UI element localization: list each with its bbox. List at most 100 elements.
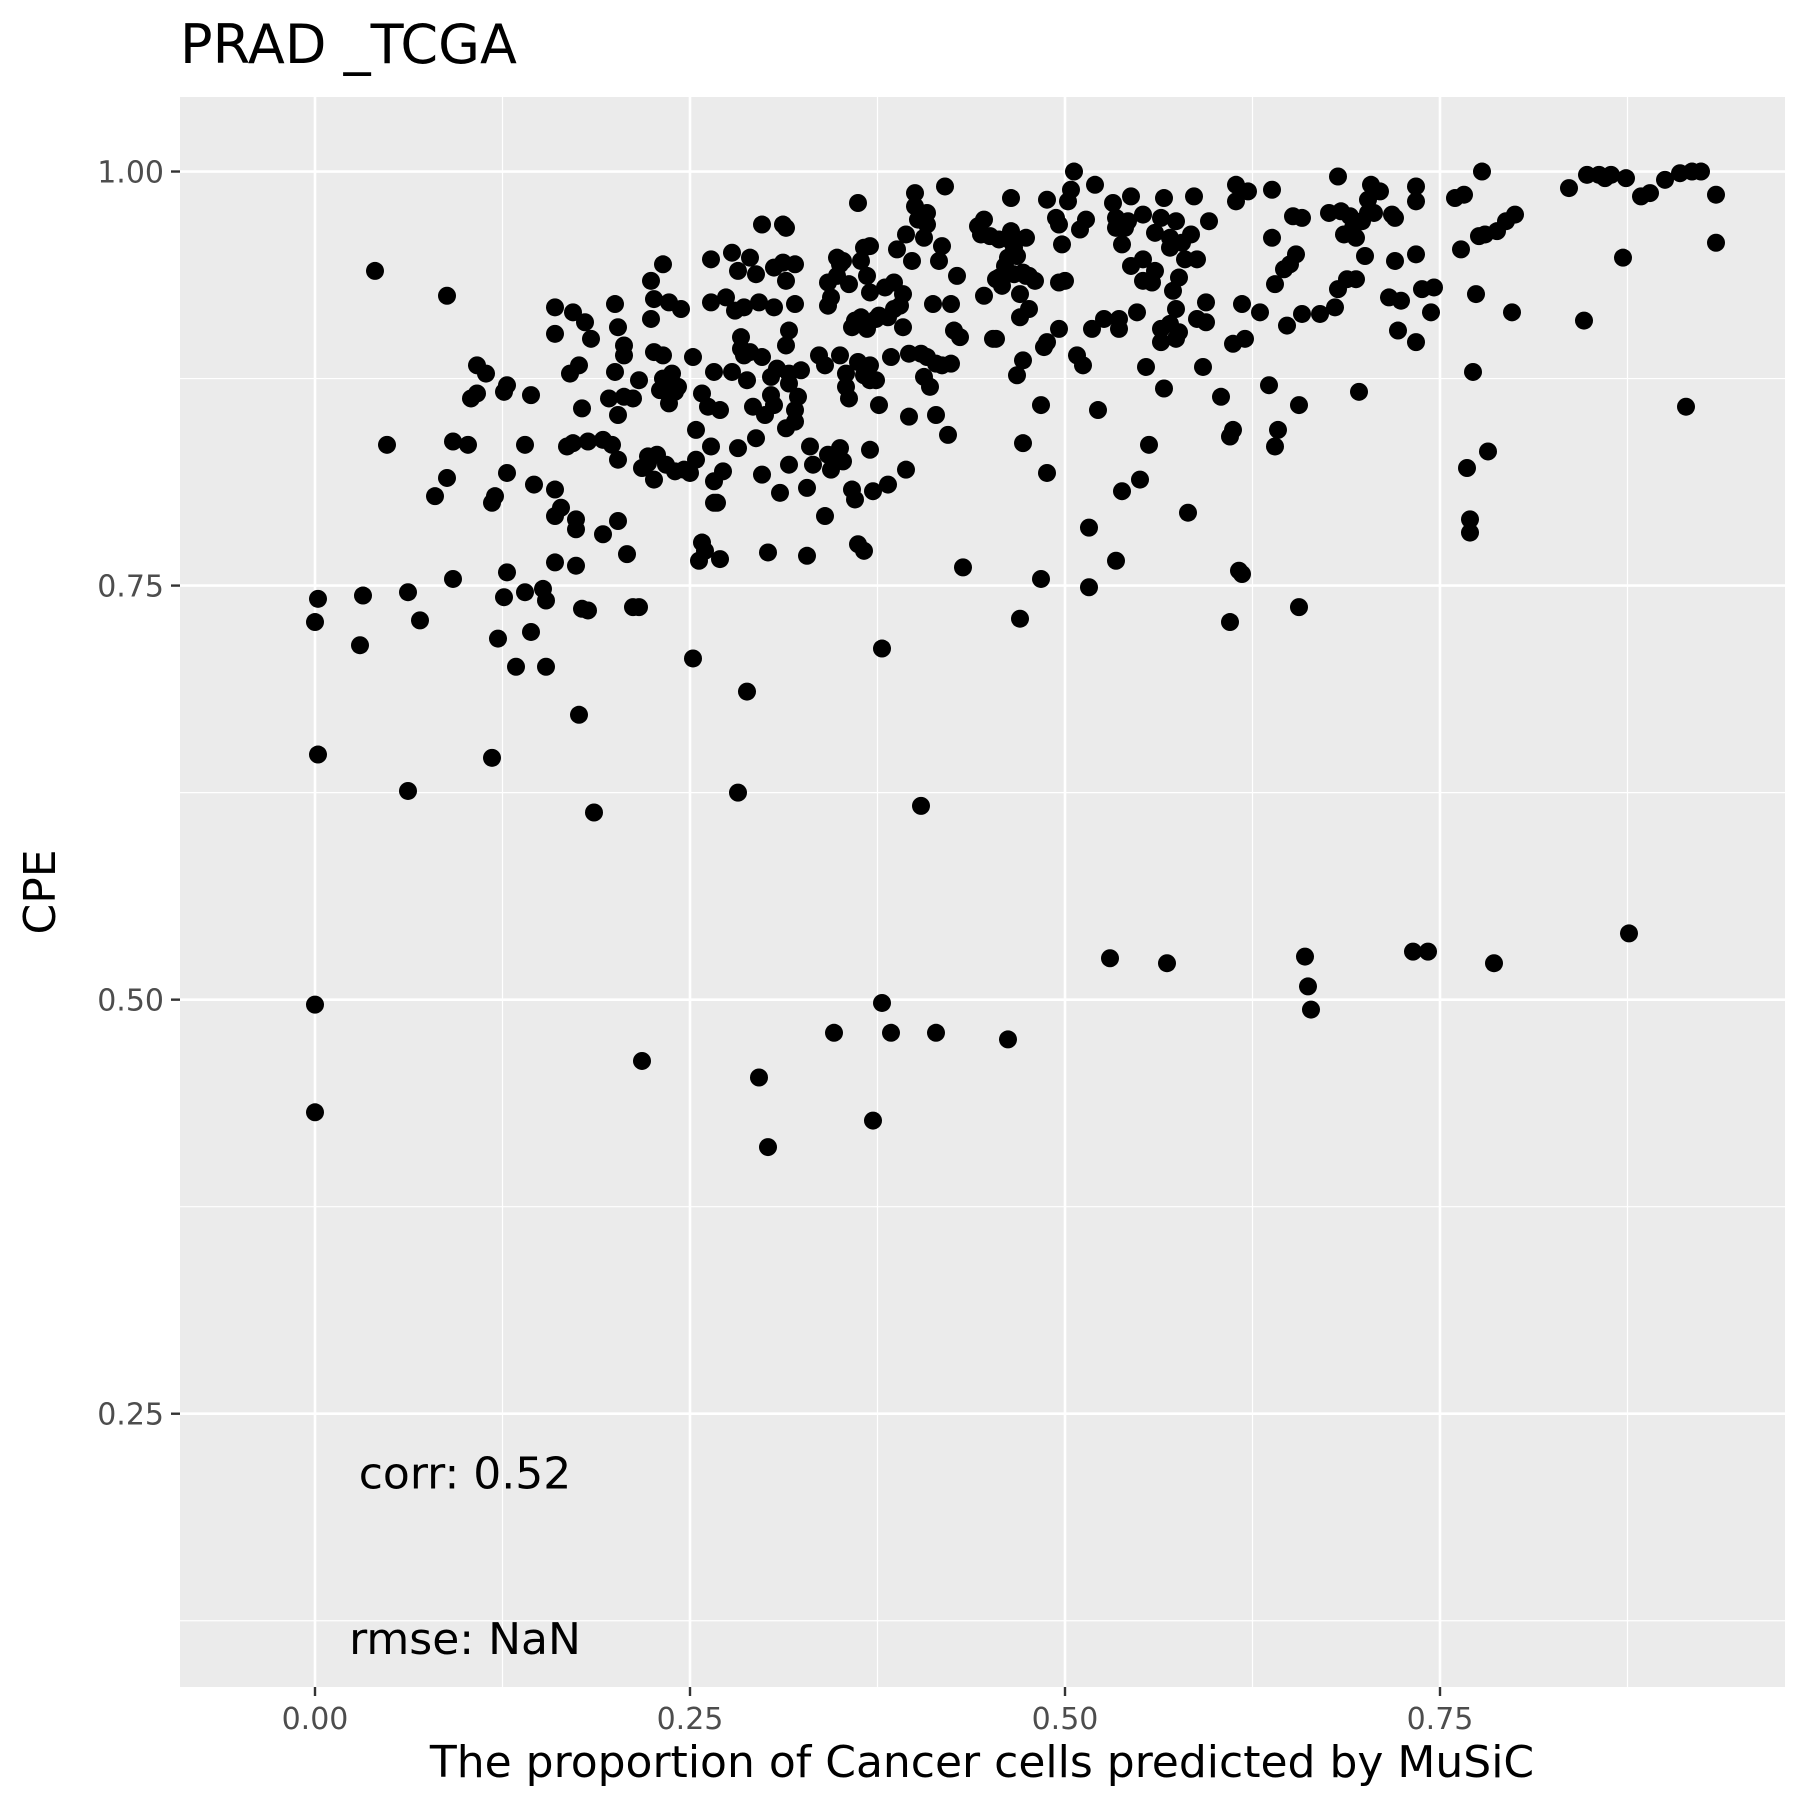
data-point bbox=[801, 437, 819, 456]
data-point bbox=[825, 1023, 843, 1042]
data-point bbox=[1620, 924, 1638, 943]
data-point bbox=[717, 288, 735, 307]
data-point bbox=[861, 237, 879, 256]
data-point bbox=[552, 498, 570, 517]
data-point bbox=[714, 462, 732, 481]
data-point bbox=[570, 356, 588, 375]
data-point bbox=[1056, 271, 1074, 290]
data-point bbox=[1407, 245, 1425, 264]
data-point bbox=[567, 556, 585, 575]
data-point bbox=[1053, 235, 1071, 254]
data-point bbox=[1182, 225, 1200, 244]
data-point bbox=[1065, 162, 1083, 181]
data-point bbox=[1560, 179, 1578, 198]
data-point bbox=[609, 450, 627, 469]
data-point bbox=[780, 374, 798, 393]
data-point bbox=[366, 261, 384, 280]
data-point bbox=[1404, 942, 1422, 961]
data-point bbox=[816, 507, 834, 526]
data-point bbox=[837, 364, 855, 383]
data-point bbox=[816, 356, 834, 375]
data-point bbox=[864, 1111, 882, 1130]
data-point bbox=[516, 435, 534, 454]
data-point bbox=[1263, 228, 1281, 247]
data-point bbox=[564, 434, 582, 453]
data-point bbox=[705, 362, 723, 381]
data-point bbox=[1197, 313, 1215, 332]
data-point bbox=[624, 389, 642, 408]
data-point bbox=[861, 356, 879, 375]
data-point bbox=[1050, 319, 1068, 338]
data-point bbox=[897, 460, 915, 479]
data-point bbox=[753, 465, 771, 484]
annotations: corr: 0.52 rmse: NaN bbox=[349, 1448, 581, 1665]
data-point bbox=[702, 250, 720, 269]
x-tick-label: 0.00 bbox=[282, 1702, 349, 1737]
data-point bbox=[1167, 300, 1185, 318]
data-point bbox=[888, 240, 906, 259]
data-point bbox=[1119, 212, 1137, 231]
data-point bbox=[1419, 942, 1437, 961]
data-point bbox=[1008, 366, 1026, 385]
data-point bbox=[309, 745, 327, 764]
data-point bbox=[903, 251, 921, 270]
data-point bbox=[570, 705, 588, 724]
data-point bbox=[798, 546, 816, 565]
annotation-text: rmse: NaN bbox=[349, 1614, 581, 1665]
data-point bbox=[522, 622, 540, 641]
data-point bbox=[927, 1023, 945, 1042]
data-point bbox=[1038, 463, 1056, 482]
data-point bbox=[798, 478, 816, 497]
x-tick-label: 0.75 bbox=[1407, 1702, 1474, 1737]
data-point bbox=[498, 563, 516, 582]
data-point bbox=[1089, 401, 1107, 420]
data-point bbox=[729, 783, 747, 802]
data-point bbox=[1185, 187, 1203, 206]
data-point bbox=[1422, 303, 1440, 322]
data-point bbox=[606, 295, 624, 314]
data-point bbox=[1080, 518, 1098, 537]
data-point bbox=[444, 569, 462, 588]
data-point bbox=[741, 248, 759, 267]
data-point bbox=[1707, 233, 1725, 252]
data-point bbox=[1131, 470, 1149, 489]
data-point bbox=[1326, 298, 1344, 317]
data-point bbox=[1095, 309, 1113, 328]
data-point bbox=[459, 435, 477, 454]
data-point bbox=[765, 396, 783, 415]
data-point bbox=[951, 328, 969, 347]
data-point bbox=[1014, 434, 1032, 453]
data-point bbox=[525, 475, 543, 494]
data-point bbox=[894, 318, 912, 337]
data-point bbox=[642, 309, 660, 328]
data-point bbox=[1227, 192, 1245, 211]
data-point bbox=[618, 545, 636, 564]
data-point bbox=[1167, 212, 1185, 231]
data-point bbox=[1233, 295, 1251, 314]
data-point bbox=[498, 376, 516, 395]
data-point bbox=[894, 285, 912, 304]
data-point bbox=[582, 329, 600, 348]
data-point bbox=[1155, 379, 1173, 398]
data-point bbox=[753, 215, 771, 234]
data-point bbox=[723, 243, 741, 262]
data-point bbox=[1200, 212, 1218, 231]
data-point bbox=[975, 286, 993, 305]
data-point bbox=[1194, 357, 1212, 376]
data-point bbox=[546, 298, 564, 317]
data-point bbox=[1212, 387, 1230, 406]
data-point bbox=[822, 288, 840, 307]
data-point bbox=[921, 377, 939, 396]
data-point bbox=[999, 1030, 1017, 1049]
data-point bbox=[702, 437, 720, 456]
major-gridlines bbox=[180, 97, 1785, 1687]
data-point bbox=[765, 298, 783, 317]
data-point bbox=[645, 290, 663, 309]
data-point bbox=[378, 435, 396, 454]
data-point bbox=[948, 266, 966, 285]
data-point bbox=[1146, 261, 1164, 280]
data-point bbox=[906, 184, 924, 203]
data-point bbox=[711, 401, 729, 420]
data-point bbox=[1458, 459, 1476, 477]
